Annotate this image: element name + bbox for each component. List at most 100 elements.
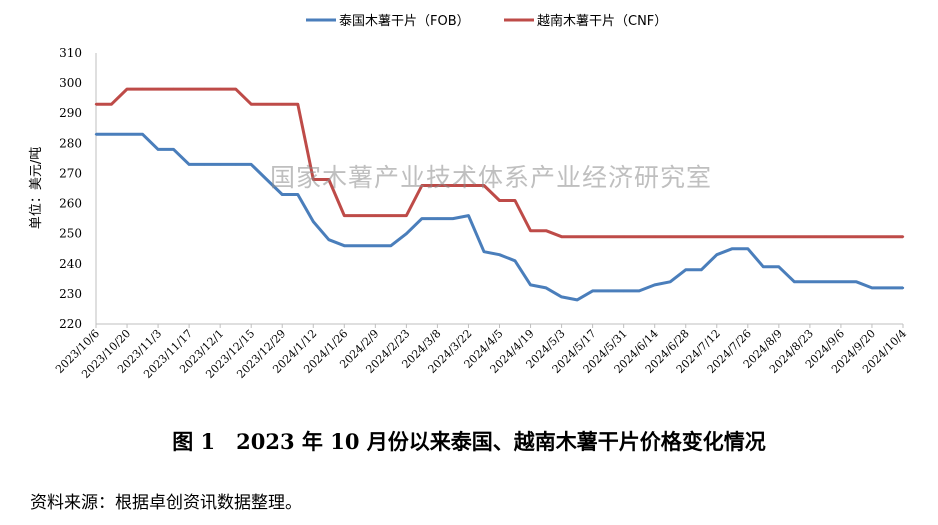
data-point	[156, 148, 160, 151]
x-axis: 2023/10/62023/10/202023/11/32023/11/1720…	[53, 323, 909, 381]
data-point	[343, 244, 346, 247]
y-tick-label: 230	[59, 287, 82, 301]
data-point	[172, 87, 175, 91]
data-point	[575, 235, 579, 238]
data-point	[94, 133, 98, 136]
data-point	[125, 87, 129, 91]
data-point	[715, 253, 718, 256]
data-point	[482, 184, 486, 187]
data-point	[762, 235, 765, 238]
data-point	[389, 214, 393, 217]
y-tick-label: 290	[59, 106, 82, 120]
data-point	[187, 87, 191, 91]
data-point	[420, 184, 424, 187]
data-point	[358, 244, 361, 247]
chart-legend: 泰国木薯干片（FOB） 越南木薯干片（CNF）	[306, 13, 667, 29]
data-point	[901, 235, 905, 238]
data-point	[777, 235, 780, 238]
data-point	[870, 235, 874, 238]
data-point	[94, 103, 98, 106]
data-point	[187, 163, 191, 166]
data-point	[312, 178, 315, 181]
data-point	[374, 244, 377, 247]
data-point	[156, 87, 160, 91]
data-point	[638, 235, 641, 238]
data-point	[638, 289, 641, 293]
data-point	[374, 214, 377, 217]
data-point	[219, 87, 222, 91]
legend-entry: 越南木薯干片（CNF）	[537, 13, 667, 29]
figure-caption: 图 1 2023 年 10 月份以来泰国、越南木薯干片价格变化情况	[172, 429, 766, 454]
y-tick-label: 250	[59, 227, 82, 241]
data-point	[281, 103, 284, 106]
y-tick-label: 220	[59, 317, 82, 331]
data-point	[606, 235, 610, 238]
data-point	[296, 193, 299, 196]
data-point	[669, 280, 672, 283]
data-point	[808, 280, 812, 283]
data-point	[234, 87, 237, 91]
data-point	[405, 214, 408, 217]
data-point	[684, 235, 687, 238]
data-point	[901, 286, 905, 290]
data-point	[203, 163, 206, 166]
data-point	[544, 286, 548, 290]
data-point	[296, 103, 299, 106]
data-point	[839, 280, 843, 283]
y-tick-label: 280	[59, 136, 82, 150]
data-point	[141, 133, 144, 136]
data-point	[653, 235, 656, 238]
y-tick-label: 260	[59, 197, 82, 211]
data-point	[870, 286, 874, 290]
data-point	[560, 295, 563, 299]
data-point	[110, 103, 113, 106]
legend-entry: 泰国木薯干片（FOB）	[339, 14, 470, 29]
data-point	[513, 199, 517, 202]
data-point	[731, 247, 734, 250]
data-point	[312, 220, 315, 223]
source-note: 资料来源：根据卓创资讯数据整理。	[30, 493, 302, 513]
data-point	[777, 265, 780, 268]
data-point	[327, 178, 330, 181]
y-axis-label: 单位：美元/吨	[29, 147, 44, 229]
data-point	[606, 289, 610, 293]
data-point	[436, 217, 439, 220]
data-point	[343, 214, 346, 217]
data-point	[467, 184, 470, 187]
data-point	[669, 235, 672, 238]
data-point	[467, 214, 470, 217]
data-point	[420, 217, 424, 220]
data-point	[141, 87, 144, 91]
data-point	[281, 193, 284, 196]
data-point	[731, 235, 734, 238]
data-point	[793, 280, 796, 283]
data-point	[762, 265, 765, 268]
data-point	[653, 283, 656, 287]
data-point	[250, 163, 253, 166]
data-point	[793, 235, 796, 238]
data-point	[389, 244, 393, 247]
watermark-text: 国家木薯产业技术体系产业经济研究室	[270, 163, 713, 192]
data-point	[513, 259, 517, 262]
data-point	[265, 178, 268, 181]
data-point	[855, 235, 858, 238]
data-point	[684, 268, 687, 271]
data-point	[482, 250, 486, 253]
data-point	[203, 87, 206, 91]
data-point	[451, 184, 455, 187]
data-point	[265, 103, 268, 106]
data-point	[591, 235, 594, 238]
data-point	[544, 229, 548, 232]
data-point	[358, 214, 361, 217]
data-point	[808, 235, 812, 238]
series-lines	[94, 87, 905, 302]
data-point	[405, 232, 408, 235]
line-chart: 泰国木薯干片（FOB） 越南木薯干片（CNF） 单位：美元/吨 220 230 240…	[29, 13, 909, 381]
data-point	[746, 247, 749, 250]
data-point	[451, 217, 455, 220]
data-point	[575, 298, 579, 302]
data-point	[327, 238, 330, 241]
data-point	[886, 235, 889, 238]
data-point	[824, 280, 827, 283]
data-point	[172, 148, 175, 151]
